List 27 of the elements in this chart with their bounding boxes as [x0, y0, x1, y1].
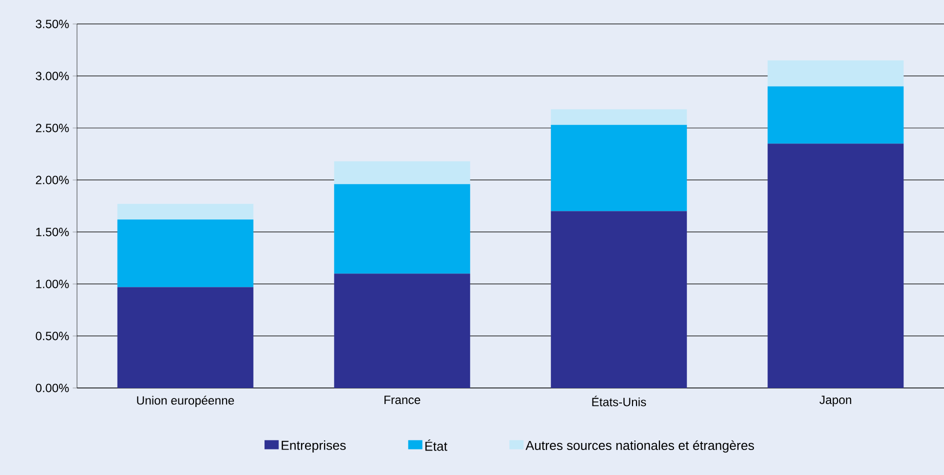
y-tick-label: 1.50% — [36, 228, 69, 236]
bar — [768, 86, 904, 144]
y-tick-label: 1.00% — [36, 280, 69, 288]
bar — [768, 60, 904, 86]
y-tick-label: 3.50% — [36, 20, 69, 28]
y-tick-label: 2.50% — [36, 124, 69, 132]
x-tick-label: Japon — [820, 396, 852, 406]
x-tick-label: France — [384, 396, 420, 404]
legend-label: Entreprises — [282, 440, 346, 452]
bar — [550, 124, 687, 212]
y-tick-label: 3.00% — [36, 72, 69, 80]
bar — [550, 109, 687, 125]
legend-label: Autres sources nationales et étrangères — [526, 440, 754, 453]
x-tick-label: États-Unis — [592, 396, 646, 406]
bar — [334, 184, 470, 274]
y-tick-label: 0.00% — [36, 384, 69, 392]
bar — [117, 287, 254, 388]
bar — [550, 211, 687, 388]
x-tick-label: Union européenne — [137, 396, 234, 408]
legend-label: État — [425, 439, 448, 451]
bar — [117, 220, 254, 288]
bar — [334, 274, 470, 388]
bar — [334, 161, 470, 184]
bar — [117, 204, 254, 220]
bar — [768, 144, 904, 388]
y-tick-label: 0.50% — [36, 332, 69, 340]
y-tick-label: 2.00% — [36, 176, 69, 184]
